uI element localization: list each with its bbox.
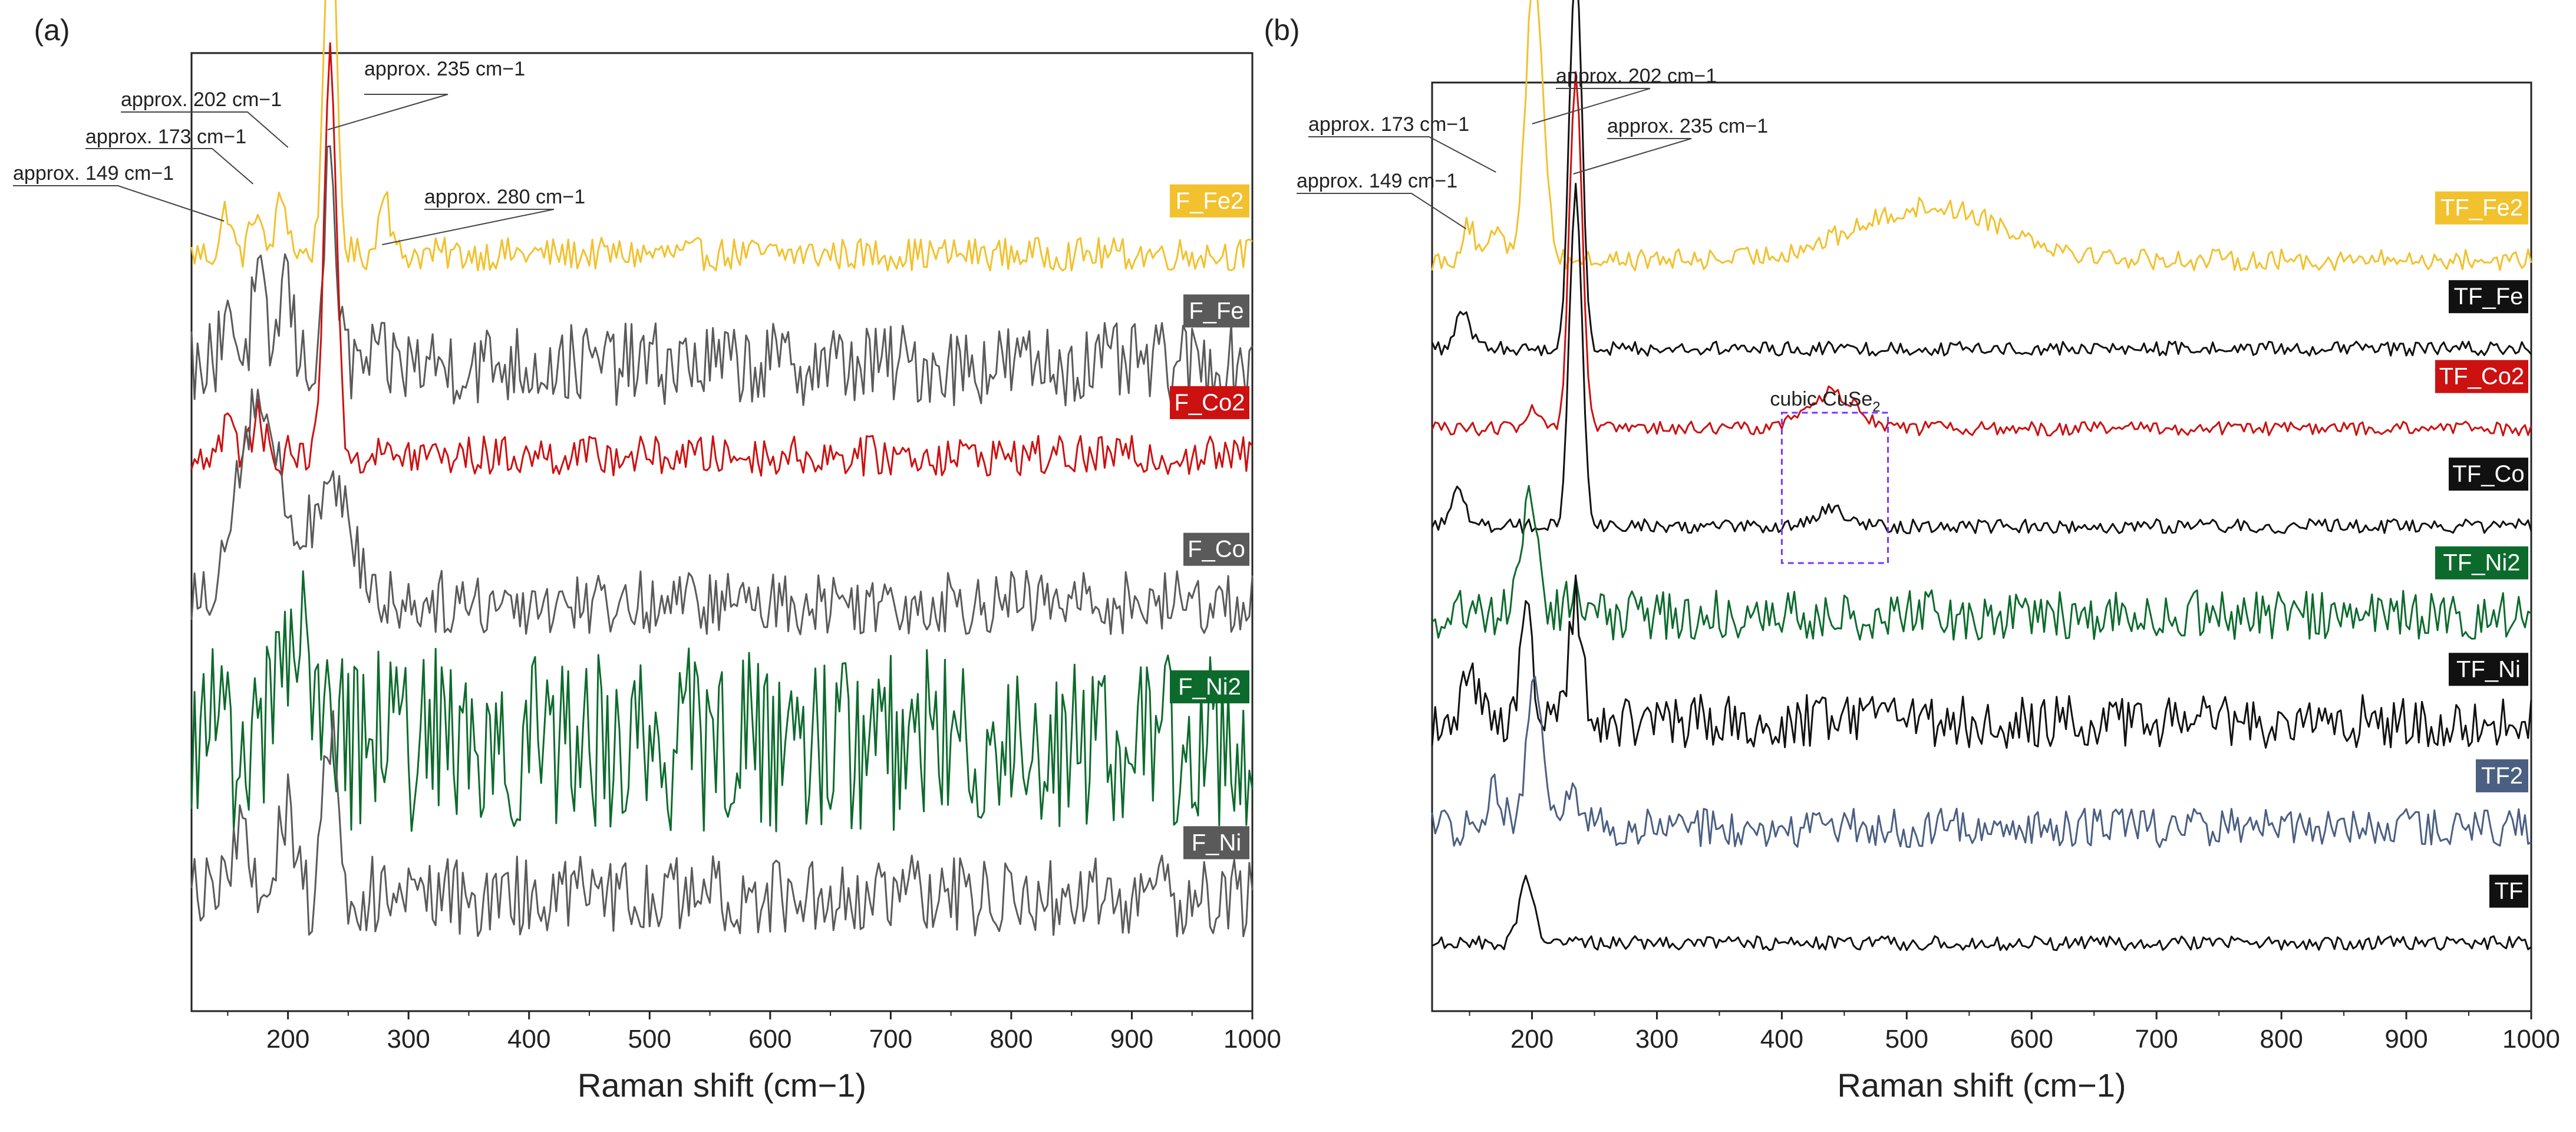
panel-label: (b) <box>1264 14 1299 47</box>
panel-a: (a) 200 300 400 500 600 700 800 900 1000 Raman shi… <box>13 0 1281 1104</box>
x-tick-label: 200 <box>1510 1025 1553 1054</box>
series-line-f-fe2 <box>190 0 1253 272</box>
series-badge <box>1183 826 1249 860</box>
series-label: F_Ni2 <box>1178 674 1241 700</box>
series-line-tf-co <box>1431 183 2532 534</box>
region-label: cubic CuSe2 <box>1770 388 1880 415</box>
x-tick-label: 900 <box>2384 1025 2427 1054</box>
x-tick-label: 200 <box>266 1025 309 1054</box>
peak-annotation: approx. 173 cm−1 <box>1308 113 1469 136</box>
series-line-f-co <box>190 388 1254 636</box>
series-label: TF2 <box>2481 763 2523 789</box>
series-line-tf-ni <box>1431 574 2532 749</box>
annotation-leader <box>1308 136 1496 173</box>
series-badge <box>1170 670 1249 703</box>
series-label: TF_Fe2 <box>2440 195 2523 221</box>
series-line-tf-ni2 <box>1432 485 2532 641</box>
x-axis-title: Raman shift (cm−1) <box>578 1067 866 1104</box>
plot-frame <box>190 52 1254 1012</box>
series-label: F_Fe <box>1189 298 1244 324</box>
annotation-leader <box>13 185 225 222</box>
series-badge <box>2435 360 2528 393</box>
cubic-cuse2-region-box <box>1780 412 1889 564</box>
annotation-leader <box>1573 138 1692 175</box>
peak-annotation: approx. 202 cm−1 <box>1556 65 1717 87</box>
series-line-tf-fe <box>1431 0 2532 357</box>
peak-annotation: approx. 280 cm−1 <box>424 186 585 208</box>
series-label: TF_Ni <box>2456 656 2521 682</box>
series-label: TF_Co2 <box>2439 364 2525 390</box>
series-badge <box>2449 458 2528 491</box>
series-label: F_Co2 <box>1174 390 1245 416</box>
peak-annotation: approx. 202 cm−1 <box>121 88 282 111</box>
series-label: F_Co <box>1188 537 1245 562</box>
x-tick-label: 300 <box>387 1025 430 1054</box>
series-badge <box>2489 874 2528 908</box>
series-badge <box>1170 386 1249 419</box>
x-tick-label: 500 <box>1885 1025 1928 1054</box>
series-badge <box>1170 184 1249 218</box>
series-line-f-fe <box>190 145 1254 407</box>
series-label: TF <box>2495 878 2524 904</box>
x-tick-label: 600 <box>748 1025 791 1054</box>
annotation-leader <box>1297 193 1467 229</box>
peak-annotation: approx. 149 cm−1 <box>1297 170 1457 192</box>
series-badge <box>2435 191 2528 225</box>
series-label: TF_Co <box>2452 461 2524 487</box>
series-line-tf-co2 <box>1431 71 2532 437</box>
x-tick-label: 500 <box>628 1025 671 1054</box>
plot-frame <box>1431 81 2532 1012</box>
x-tick-label: 600 <box>2010 1025 2053 1054</box>
series-badge <box>1183 294 1249 328</box>
series-badge <box>2476 759 2528 792</box>
panel-label: (a) <box>34 14 70 47</box>
series-line-tf <box>1432 874 2532 952</box>
series-badge <box>2435 546 2528 580</box>
peak-annotation: approx. 173 cm−1 <box>85 126 246 148</box>
annotation-leader <box>1532 88 1651 124</box>
series-badge <box>1183 532 1249 566</box>
x-tick-label: 900 <box>1110 1025 1153 1054</box>
annotation-leader <box>85 148 254 185</box>
series-label: TF_Ni2 <box>2443 550 2520 576</box>
series-line-tf-fe2 <box>1431 0 2532 272</box>
x-tick-label: 700 <box>2135 1025 2178 1054</box>
series-badge <box>2449 280 2528 314</box>
x-tick-label: 700 <box>869 1025 912 1054</box>
series-badge <box>2449 653 2528 686</box>
x-tick-label: 800 <box>2260 1025 2303 1054</box>
series-line-tf2 <box>1431 676 2532 848</box>
series-line-f-ni <box>190 710 1254 937</box>
series-label: F_Fe2 <box>1176 188 1244 214</box>
annotation-leader <box>121 111 289 148</box>
x-tick-label: 1000 <box>1223 1025 1281 1054</box>
x-axis-title: Raman shift (cm−1) <box>1837 1067 2126 1104</box>
series-label: F_Ni <box>1192 830 1241 855</box>
annotation-leader <box>382 209 555 245</box>
panel-b: (b) 200 300 400 500 600 700 800 900 1000 Raman shi… <box>1264 0 2560 1104</box>
peak-annotation: approx. 235 cm−1 <box>364 58 525 80</box>
peak-annotation: approx. 149 cm−1 <box>13 162 174 185</box>
series-label: TF_Fe <box>2454 284 2524 310</box>
x-tick-label: 400 <box>1760 1025 1803 1054</box>
series-line-f-co2 <box>190 42 1254 477</box>
annotation-leader <box>327 94 448 130</box>
x-tick-label: 400 <box>507 1025 550 1054</box>
series-line-f-ni2 <box>190 570 1254 832</box>
peak-annotation: approx. 235 cm−1 <box>1607 115 1768 137</box>
x-tick-label: 800 <box>989 1025 1033 1054</box>
x-tick-label: 300 <box>1635 1025 1678 1054</box>
x-tick-label: 1000 <box>2502 1025 2560 1054</box>
